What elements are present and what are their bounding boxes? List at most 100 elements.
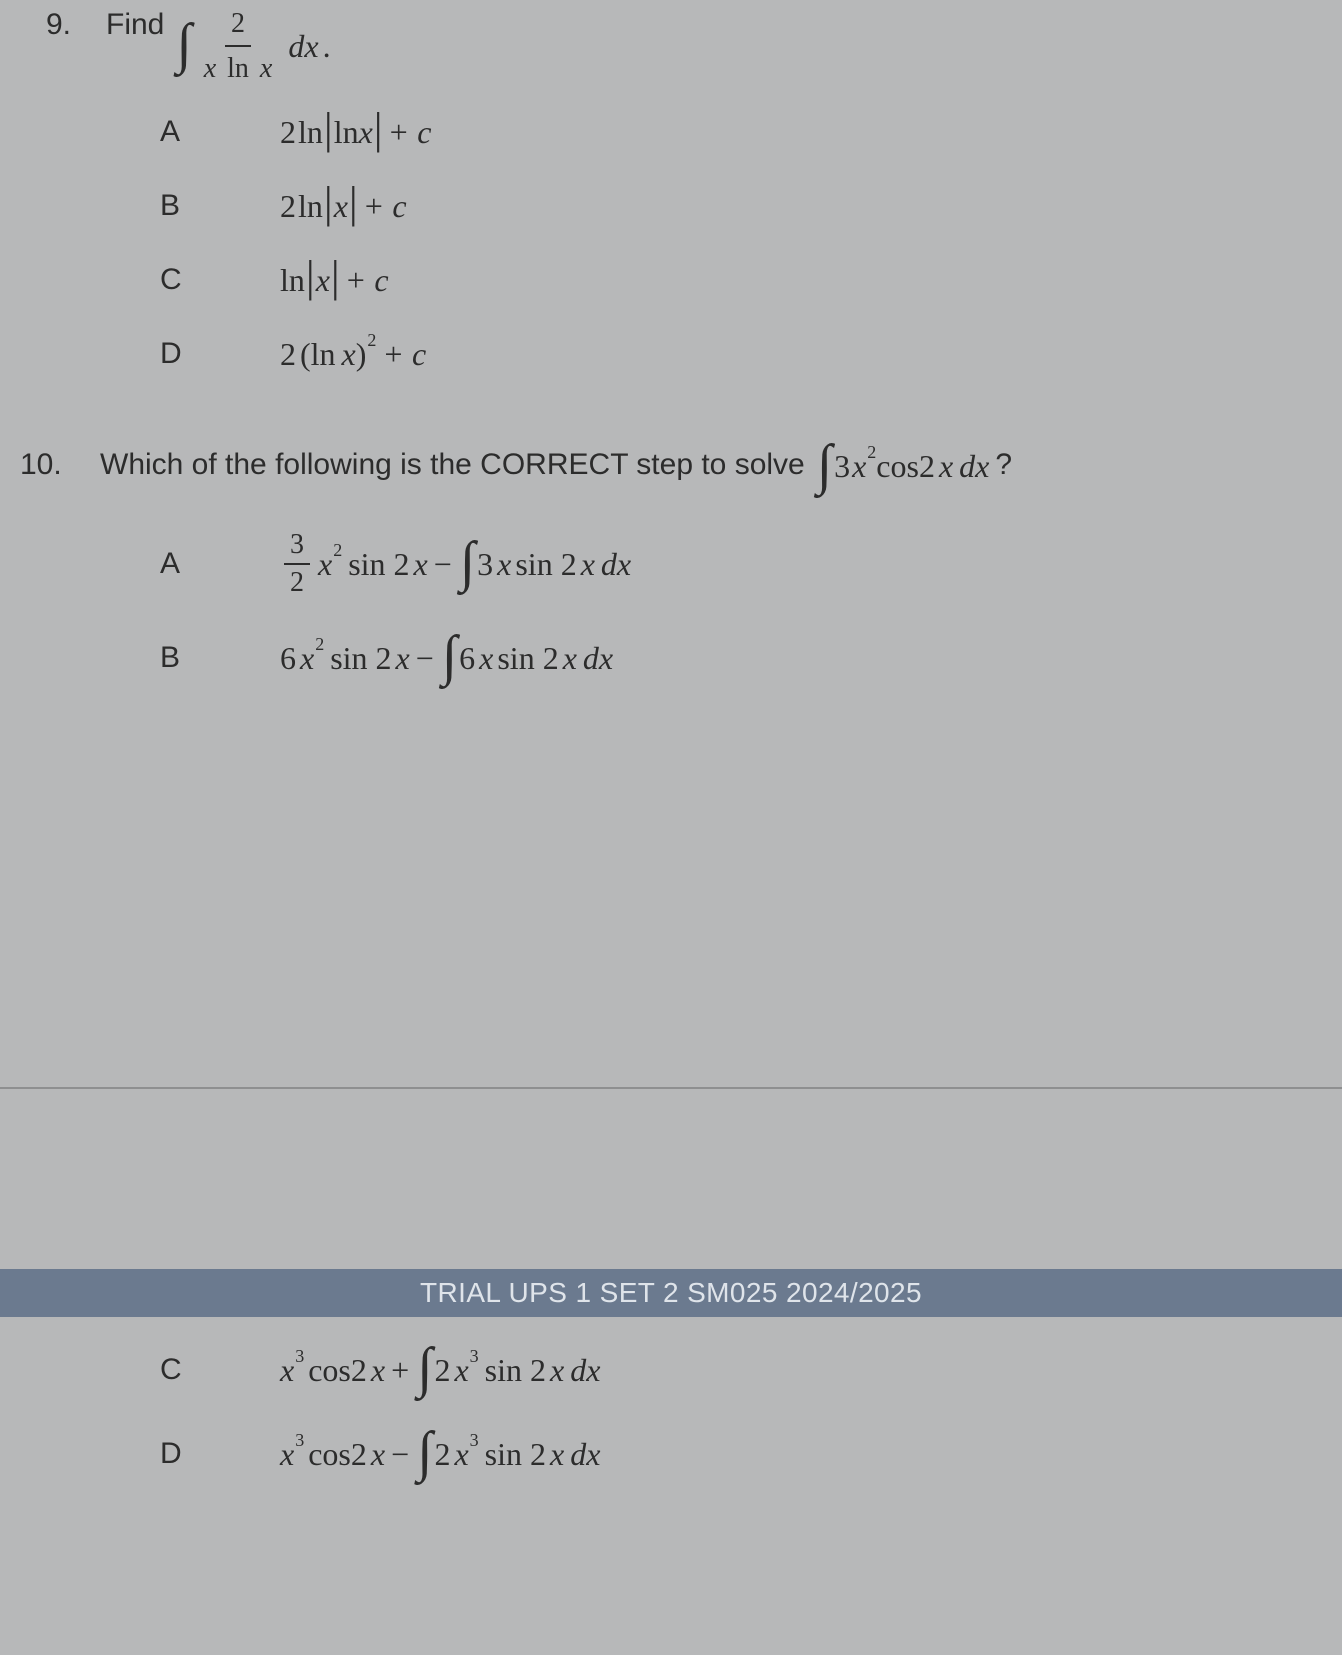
q10-option-c[interactable]: C x 3 cos2 x + ∫ 2 x 3 sin 2 x dx	[160, 1335, 1342, 1405]
q9-c-plusc: + c	[345, 262, 389, 299]
q10-d-cos2: cos2	[308, 1436, 367, 1473]
q9-frac-den-ln: ln	[227, 53, 249, 84]
q9-d-x: x	[342, 336, 356, 373]
q9-a-lnout: ln	[298, 114, 323, 151]
q10-a-body: 3 2 x 2 sin 2 x − ∫ 3 x sin 2 x dx	[280, 529, 631, 599]
q10-d-letter: D	[160, 1437, 280, 1471]
q10-a-sin2x-b: sin 2	[515, 546, 576, 583]
q9-b-plusc: + c	[363, 188, 407, 225]
q9-a-plusc: + c	[388, 114, 432, 151]
q9-dot: .	[323, 24, 331, 69]
q9-option-c[interactable]: C ln | x | + c	[160, 250, 1342, 310]
q10-dx: dx	[959, 444, 989, 489]
q10-a-minus: −	[434, 546, 452, 583]
q10-d-sin2x: sin 2	[485, 1436, 546, 1473]
q10-c-x-b: x	[454, 1352, 468, 1389]
q9-b-letter: B	[160, 189, 280, 223]
banner-text: TRIAL UPS 1 SET 2 SM025 2024/2025	[420, 1277, 922, 1309]
q10-option-a[interactable]: A 3 2 x 2 sin 2 x − ∫ 3 x sin 2 x dx	[160, 519, 1342, 609]
q10-b-sin2x-b: sin 2	[497, 640, 558, 677]
q9-c-x: x	[316, 262, 330, 299]
q9-a-lnin: ln	[334, 114, 359, 151]
q9-frac-den-x2: x	[260, 53, 272, 84]
q10-b-x-b: x	[479, 640, 493, 677]
blank-space	[0, 707, 1342, 1087]
q10-options: A 3 2 x 2 sin 2 x − ∫ 3 x sin 2 x dx B	[0, 519, 1342, 693]
q10-c-x-a: x	[371, 1352, 385, 1389]
q10-sq: 2	[867, 440, 876, 465]
q9-d-body: 2 ( ln x ) 2 + c	[280, 336, 426, 373]
q9-d-ln: ln	[311, 336, 336, 373]
page: 9. Find ∫ 2 x ln x dx .	[0, 0, 1342, 1655]
q9-d-open: (	[300, 336, 311, 373]
question-10-prompt: Which of the following is the CORRECT st…	[100, 444, 1012, 489]
q10-b-x: x	[300, 640, 314, 677]
q9-option-a[interactable]: A 2 ln | ln x | + c	[160, 102, 1342, 162]
q10-a-frac-num: 3	[284, 529, 310, 565]
q9-find-text: Find	[106, 4, 164, 46]
q10-d-x-c: x	[550, 1436, 564, 1473]
q10-a-x-c: x	[581, 546, 595, 583]
q10-b-x-a: x	[396, 640, 410, 677]
q9-option-d[interactable]: D 2 ( ln x ) 2 + c	[160, 324, 1342, 384]
q9-frac-den: x ln x	[198, 47, 279, 88]
q10-x: x	[852, 444, 866, 489]
q10-d-body: x 3 cos2 x − ∫ 2 x 3 sin 2 x dx	[280, 1436, 600, 1473]
q10-a-frac: 3 2	[284, 529, 310, 599]
q9-c-letter: C	[160, 263, 280, 297]
q9-integral: ∫ 2 x ln x dx .	[174, 4, 330, 88]
q10-b-six: 6	[280, 640, 296, 677]
q10-integral: ∫ 3 x 2 cos2 x dx	[815, 444, 990, 489]
q9-option-b[interactable]: B 2 ln | x | + c	[160, 176, 1342, 236]
q10-d-minus: −	[391, 1436, 409, 1473]
q10-d-x: x	[280, 1436, 294, 1473]
q10-a-dx: dx	[601, 546, 631, 583]
exam-banner: TRIAL UPS 1 SET 2 SM025 2024/2025	[0, 1269, 1342, 1317]
q10-x2: x	[939, 444, 953, 489]
q10-option-b[interactable]: B 6 x 2 sin 2 x − ∫ 6 x sin 2 x dx	[160, 623, 1342, 693]
q9-a-body: 2 ln | ln x | + c	[280, 114, 431, 151]
question-number-10: 10.	[20, 444, 100, 486]
q9-d-two: 2	[280, 336, 296, 373]
question-number-9: 9.	[46, 4, 106, 46]
q10-c-plus: +	[391, 1352, 409, 1389]
q10-d-x-b: x	[454, 1436, 468, 1473]
q10-a-sq: 2	[333, 540, 342, 561]
q10-c-dx: dx	[570, 1352, 600, 1389]
q9-b-body: 2 ln | x | + c	[280, 188, 407, 225]
q9-a-two: 2	[280, 114, 296, 151]
q10-a-frac-den: 2	[284, 565, 310, 599]
q10-text: Which of the following is the CORRECT st…	[100, 444, 805, 486]
q10-d-cube: 3	[295, 1430, 304, 1451]
q10-c-cos2: cos2	[308, 1352, 367, 1389]
q10-d-two: 2	[434, 1436, 450, 1473]
q10-a-sin2x-a: sin 2	[348, 546, 409, 583]
q10-b-minus: −	[416, 640, 434, 677]
q10-a-three: 3	[477, 546, 493, 583]
q10-a-x-b: x	[497, 546, 511, 583]
question-9: 9. Find ∫ 2 x ln x dx .	[0, 4, 1342, 88]
q9-c-ln: ln	[280, 262, 305, 299]
q10-three: 3	[834, 444, 850, 489]
q10-qmark: ?	[995, 444, 1012, 486]
q10-b-body: 6 x 2 sin 2 x − ∫ 6 x sin 2 x dx	[280, 640, 613, 677]
q9-fraction: 2 x ln x	[198, 4, 279, 88]
q10-b-six-b: 6	[459, 640, 475, 677]
q10-a-x: x	[318, 546, 332, 583]
q9-frac-num: 2	[225, 4, 251, 47]
q9-a-letter: A	[160, 115, 280, 149]
q10-c-body: x 3 cos2 x + ∫ 2 x 3 sin 2 x dx	[280, 1352, 600, 1389]
q9-a-x: x	[359, 114, 373, 151]
q9-d-close: )	[356, 336, 367, 373]
q10-option-d[interactable]: D x 3 cos2 x − ∫ 2 x 3 sin 2 x dx	[160, 1419, 1342, 1489]
q9-d-letter: D	[160, 337, 280, 371]
q10-c-letter: C	[160, 1353, 280, 1387]
page-divider	[0, 1087, 1342, 1089]
q9-dx-text: dx	[288, 28, 318, 64]
q10-c-cube: 3	[295, 1346, 304, 1367]
q9-b-x: x	[334, 188, 348, 225]
q9-frac-den-x: x	[204, 53, 216, 84]
q10-a-letter: A	[160, 547, 280, 581]
q10-b-sq: 2	[315, 634, 324, 655]
q10-d-cube-b: 3	[470, 1430, 479, 1451]
